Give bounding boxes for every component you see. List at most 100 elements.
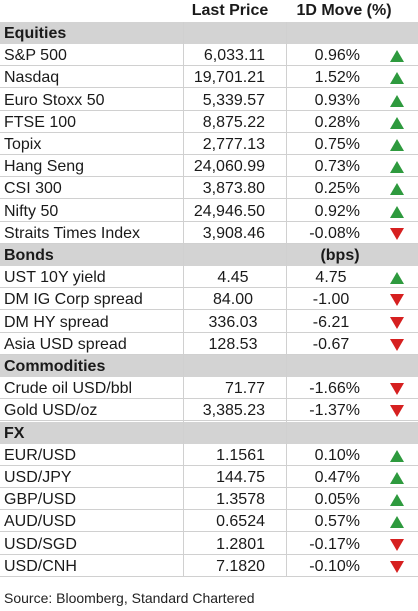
last-price: 144.75 (216, 469, 265, 486)
daily-move: 0.75% (314, 136, 360, 153)
row-divider (0, 575, 418, 577)
down-arrow-icon (390, 338, 404, 351)
down-arrow-icon (390, 294, 404, 307)
table-row: Hang Seng 24,060.99 0.73% (0, 155, 418, 178)
up-arrow-icon (390, 516, 404, 529)
last-price: 24,060.99 (193, 158, 265, 176)
last-price: 3,908.46 (202, 224, 265, 242)
down-arrow-icon (390, 560, 404, 573)
table-row: Euro Stoxx 50 5,339.57 0.93% (0, 89, 418, 111)
instrument-name: UST 10Y yield (4, 269, 106, 287)
move-header: 1D Move (%) (296, 2, 392, 19)
up-arrow-icon (390, 183, 404, 196)
row-divider (0, 531, 418, 533)
daily-move: 0.93% (314, 91, 360, 109)
row-divider (0, 131, 418, 133)
section-unit: (bps) (320, 247, 360, 264)
row-divider (0, 220, 418, 222)
down-arrow-icon (390, 405, 404, 418)
instrument-name: Nasdaq (4, 69, 60, 87)
daily-move: 0.10% (314, 446, 360, 464)
instrument-name: Gold USD/oz (4, 402, 98, 420)
section-header-bonds: Bonds (bps) (0, 244, 418, 266)
daily-move: 4.75 (315, 269, 347, 287)
section-header-commodities: Commodities (0, 355, 418, 377)
instrument-name: Straits Times Index (4, 224, 141, 242)
instrument-name: USD/SGD (4, 535, 77, 553)
table-row: USD/JPY 144.75 0.47% (0, 466, 418, 488)
last-price: 2,777.13 (202, 136, 265, 153)
section-header-fx: FX (0, 421, 418, 444)
instrument-name: DM HY spread (4, 313, 109, 331)
down-arrow-icon (390, 383, 404, 396)
row-divider (0, 154, 418, 155)
section-title: FX (4, 424, 25, 442)
table-row: Nifty 50 24,946.50 0.92% (0, 200, 418, 222)
last-price: 71.77 (224, 380, 265, 398)
up-arrow-icon (390, 449, 404, 462)
table-row: Crude oil USD/bbl 71.77 -1.66% (0, 377, 418, 400)
table-row: Nasdaq 19,701.21 1.52% (0, 66, 418, 89)
table-row: GBP/USD 1.3578 0.05% (0, 488, 418, 511)
table-row: EUR/USD 1.1561 0.10% (0, 444, 418, 466)
instrument-name: Hang Seng (4, 158, 85, 176)
up-arrow-icon (390, 50, 404, 63)
daily-move: -0.10% (309, 557, 360, 575)
table-row: Gold USD/oz 3,385.23 -1.37% (0, 399, 418, 422)
last-price: 1.3578 (216, 491, 265, 509)
daily-move: -1.66% (309, 380, 360, 398)
row-divider (0, 109, 418, 111)
row-divider (0, 398, 418, 400)
last-price: 4.45 (217, 269, 249, 287)
last-price: 3,873.80 (202, 180, 265, 198)
instrument-name: DM IG Corp spread (4, 291, 143, 309)
daily-move: 0.96% (314, 47, 360, 65)
down-arrow-icon (390, 227, 404, 240)
last-price: 19,701.21 (193, 69, 265, 87)
row-divider (0, 331, 418, 333)
section-title: Bonds (4, 247, 54, 264)
row-divider (0, 242, 418, 244)
daily-move: -6.21 (312, 313, 350, 331)
row-divider (0, 509, 418, 511)
last-price: 1.2801 (216, 535, 265, 553)
table-row: AUD/USD 0.6524 0.57% (0, 510, 418, 533)
table-row: USD/CNH 7.1820 -0.10% (0, 555, 418, 577)
row-divider (0, 420, 418, 422)
up-arrow-icon (390, 94, 404, 107)
table-row: UST 10Y yield 4.45 4.75 (0, 266, 418, 289)
instrument-name: Nifty 50 (4, 202, 59, 220)
daily-move: -1.37% (309, 402, 360, 420)
last-price: 84.00 (212, 291, 254, 309)
last-price: 24,946.50 (193, 202, 265, 220)
row-divider (0, 553, 418, 555)
daily-move: -1.00 (312, 291, 350, 309)
row-divider (0, 487, 418, 488)
daily-move: 0.73% (314, 158, 360, 176)
up-arrow-icon (390, 494, 404, 507)
instrument-name: AUD/USD (4, 513, 77, 531)
daily-move: 1.52% (314, 69, 360, 87)
table-row: USD/SGD 1.2801 -0.17% (0, 533, 418, 555)
instrument-name: USD/JPY (4, 469, 72, 486)
daily-move: 0.92% (314, 202, 360, 220)
up-arrow-icon (390, 272, 404, 285)
daily-move: -0.67 (312, 335, 350, 353)
table-row: DM IG Corp spread 84.00 -1.00 (0, 288, 418, 311)
section-title: Commodities (4, 358, 106, 375)
down-arrow-icon (390, 316, 404, 329)
instrument-name: Crude oil USD/bbl (4, 380, 133, 398)
row-divider (0, 198, 418, 200)
up-arrow-icon (390, 72, 404, 85)
column-divider (286, 22, 287, 577)
table-row: Asia USD spread 128.53 -0.67 (0, 333, 418, 355)
instrument-name: S&P 500 (4, 47, 67, 65)
instrument-name: EUR/USD (4, 446, 77, 464)
table-row: FTSE 100 8,875.22 0.28% (0, 111, 418, 133)
daily-move: -0.17% (309, 535, 360, 553)
last-price: 1.1561 (216, 446, 265, 464)
last-price: 0.6524 (216, 513, 265, 531)
up-arrow-icon (390, 472, 404, 484)
row-divider (0, 464, 418, 466)
up-arrow-icon (390, 139, 404, 151)
